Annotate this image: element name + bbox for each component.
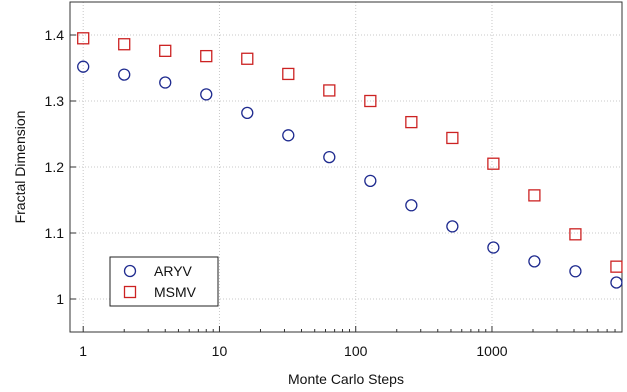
msmv-point [405, 115, 418, 129]
y-tick-label: 1 [56, 291, 64, 307]
x-tick-label: 1000 [476, 343, 507, 359]
x-axis-title: Monte Carlo Steps [288, 371, 404, 387]
aryv-point [200, 88, 213, 101]
msmv-point [159, 44, 172, 57]
legend: ARYV MSMV [109, 256, 219, 307]
aryv-point [364, 174, 377, 188]
aryv-point [77, 60, 90, 73]
msmv-point [528, 189, 541, 202]
msmv-point [118, 38, 131, 51]
x-tick-label: 1 [79, 343, 87, 359]
x-tick-label: 100 [344, 343, 368, 359]
data-marks [77, 32, 623, 289]
legend-msmv-marker [123, 285, 137, 299]
legend-aryv-label: ARYV [154, 263, 193, 279]
aryv-point [569, 265, 582, 278]
msmv-point [610, 260, 623, 273]
aryv-point [528, 255, 541, 268]
aryv-point [323, 150, 336, 164]
msmv-point [200, 49, 213, 63]
y-tick-label: 1.1 [45, 225, 65, 241]
axis-ticks: 1 10 100 1000 1 1.1 1.2 1.3 1.4 [45, 27, 623, 359]
y-tick-label: 1.4 [45, 27, 65, 43]
legend-aryv-marker [123, 264, 137, 278]
legend-msmv-label: MSMV [154, 284, 197, 300]
y-tick-label: 1.3 [45, 93, 65, 109]
msmv-point [487, 157, 500, 170]
aryv-point [241, 106, 254, 120]
y-tick-label: 1.2 [45, 159, 65, 175]
aryv-point [405, 199, 418, 212]
aryv-point [118, 68, 131, 81]
msmv-point [282, 67, 295, 81]
aryv-point [487, 241, 500, 254]
x-tick-label: 10 [212, 343, 228, 359]
msmv-point [364, 94, 377, 108]
msmv-point [241, 52, 254, 65]
msmv-point [446, 131, 459, 145]
y-axis-title: Fractal Dimension [12, 111, 28, 224]
msmv-point [569, 228, 582, 241]
msmv-point [323, 84, 336, 97]
aryv-point [610, 276, 623, 289]
aryv-point [282, 129, 295, 142]
grid [70, 2, 622, 332]
msmv-point [77, 32, 90, 45]
aryv-point [446, 220, 459, 233]
aryv-point [159, 76, 172, 89]
